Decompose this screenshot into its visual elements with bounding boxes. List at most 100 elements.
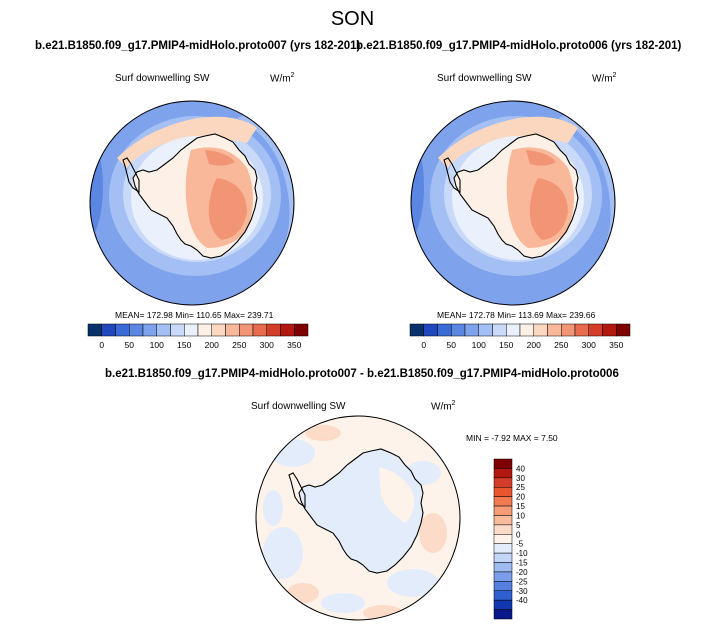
colorbar-tick-label: -15 bbox=[516, 559, 528, 568]
colorbar-swatch bbox=[437, 323, 452, 337]
peninsula-coastline bbox=[288, 472, 306, 509]
panel2-units-label: W/m2 bbox=[592, 72, 617, 85]
field-patch-positive bbox=[305, 425, 341, 441]
coastline bbox=[298, 448, 424, 574]
colorbar-swatch bbox=[170, 323, 185, 337]
peninsula-coastline bbox=[443, 157, 461, 194]
colorbar-swatch bbox=[280, 323, 295, 337]
colorbar-swatch bbox=[493, 543, 513, 554]
colorbar-tick-label: -30 bbox=[516, 587, 528, 596]
field-band-ring-warm bbox=[117, 116, 257, 168]
coastline bbox=[132, 133, 258, 259]
colorbar-swatch bbox=[493, 552, 513, 563]
field-patch-positive bbox=[419, 513, 447, 553]
field-band-plateau-max-north bbox=[205, 150, 235, 166]
colorbar-swatch bbox=[493, 505, 513, 516]
colorbar-tick-label: 0 bbox=[516, 530, 521, 539]
colorbar-tick-label: 150 bbox=[499, 340, 513, 350]
diff-stats: MIN = -7.92 MAX = 7.50 bbox=[466, 433, 558, 443]
field-band-plateau-max bbox=[529, 178, 568, 240]
colorbar-swatch bbox=[464, 323, 479, 337]
colorbar-swatch bbox=[493, 515, 513, 526]
colorbar-tick-label: 200 bbox=[205, 340, 219, 350]
colorbar-tick-label: 20 bbox=[516, 493, 525, 502]
colorbar-swatch bbox=[547, 323, 562, 337]
field-patch-positive bbox=[363, 605, 403, 620]
colorbar-tick-label: 15 bbox=[516, 502, 525, 511]
field-band-plateau-max-north bbox=[526, 150, 556, 166]
colorbar-swatch bbox=[493, 562, 513, 573]
panel1-title: b.e21.B1850.f09_g17.PMIP4-midHolo.proto0… bbox=[35, 40, 361, 52]
colorbar-tick-label: 50 bbox=[125, 340, 135, 350]
colorbar-swatch bbox=[506, 323, 521, 337]
colorbar-tick-label: 300 bbox=[582, 340, 596, 350]
panel1-units-label: W/m2 bbox=[270, 72, 295, 85]
map-border bbox=[410, 100, 616, 306]
field-patch-positive bbox=[287, 583, 319, 603]
colorbar-swatch bbox=[451, 323, 466, 337]
colorbar-swatch bbox=[115, 323, 130, 337]
colorbar-swatch bbox=[588, 323, 603, 337]
panel2-variable-label: Surf downwelling SW bbox=[437, 73, 532, 84]
diff-variable-label: Surf downwelling SW bbox=[251, 401, 346, 412]
colorbar-swatch bbox=[101, 323, 116, 337]
panel2-stats: MEAN= 172.78 Min= 113.69 Max= 239.66 bbox=[437, 310, 596, 320]
field-band-plateau-max bbox=[208, 178, 247, 240]
field-patch-negative bbox=[271, 439, 315, 467]
colorbar-swatch bbox=[211, 323, 226, 337]
colorbar-swatch bbox=[493, 581, 513, 592]
colorbar-swatch bbox=[156, 323, 171, 337]
colorbar-swatch bbox=[184, 323, 199, 337]
colorbar-swatch bbox=[252, 323, 267, 337]
colorbar-swatch bbox=[493, 571, 513, 582]
colorbar-swatch bbox=[239, 323, 254, 337]
colorbar-tick-label: 100 bbox=[472, 340, 486, 350]
panel1-polar-map bbox=[89, 100, 295, 306]
colorbar-swatch bbox=[493, 590, 513, 601]
page-title: SON bbox=[330, 8, 375, 30]
colorbar-swatch bbox=[225, 323, 240, 337]
colorbar-swatch bbox=[493, 496, 513, 507]
map-border bbox=[255, 415, 461, 621]
colorbar-swatch bbox=[493, 534, 513, 544]
colorbar-tick-label: 250 bbox=[232, 340, 246, 350]
colorbar-swatch bbox=[493, 477, 513, 488]
peninsula-coastline bbox=[122, 157, 140, 194]
colorbar-swatch bbox=[266, 323, 281, 337]
colorbar-swatch bbox=[519, 323, 534, 337]
field-band-ring-warm bbox=[438, 116, 578, 168]
colorbar-tick-label: 25 bbox=[516, 483, 525, 492]
colorbar-tick-label: -40 bbox=[516, 596, 528, 605]
colorbar-tick-label: 0 bbox=[99, 340, 104, 350]
panel2-colorbar: 0 50 100 150 200 250 300 350 bbox=[409, 323, 631, 350]
colorbar-swatch bbox=[493, 486, 513, 497]
panel1-colorbar: 0 50 100 150 200 250 300 350 bbox=[87, 323, 309, 350]
colorbar-tick-label: 350 bbox=[609, 340, 623, 350]
field-patch-negative bbox=[321, 593, 365, 613]
colorbar-tick-label: 200 bbox=[527, 340, 541, 350]
panel2-polar-map bbox=[410, 100, 616, 306]
colorbar-swatch bbox=[492, 323, 507, 337]
colorbar-tick-label: 50 bbox=[447, 340, 457, 350]
colorbar-swatch bbox=[197, 323, 212, 337]
panel2-title: b.e21.B1850.f09_g17.PMIP4-midHolo.proto0… bbox=[356, 40, 682, 52]
colorbar-tick-label: 30 bbox=[516, 474, 525, 483]
colorbar-swatch bbox=[533, 323, 548, 337]
field-patch-east-plateau bbox=[379, 467, 414, 523]
colorbar-swatch bbox=[129, 323, 144, 337]
coastline bbox=[453, 133, 579, 259]
colorbar-swatch bbox=[409, 323, 424, 337]
colorbar-swatch bbox=[294, 323, 309, 337]
colorbar-tick-label: 10 bbox=[516, 511, 525, 520]
colorbar-tick-label: 250 bbox=[554, 340, 568, 350]
colorbar-swatch bbox=[561, 323, 576, 337]
colorbar-swatch bbox=[493, 524, 513, 535]
colorbar-swatch bbox=[493, 599, 513, 610]
colorbar-swatch bbox=[602, 323, 617, 337]
colorbar-swatch bbox=[616, 323, 631, 337]
colorbar-swatch bbox=[574, 323, 589, 337]
diff-units-label: W/m2 bbox=[431, 400, 456, 413]
colorbar-tick-label: -20 bbox=[516, 568, 528, 577]
field-patch-negative bbox=[263, 527, 303, 579]
